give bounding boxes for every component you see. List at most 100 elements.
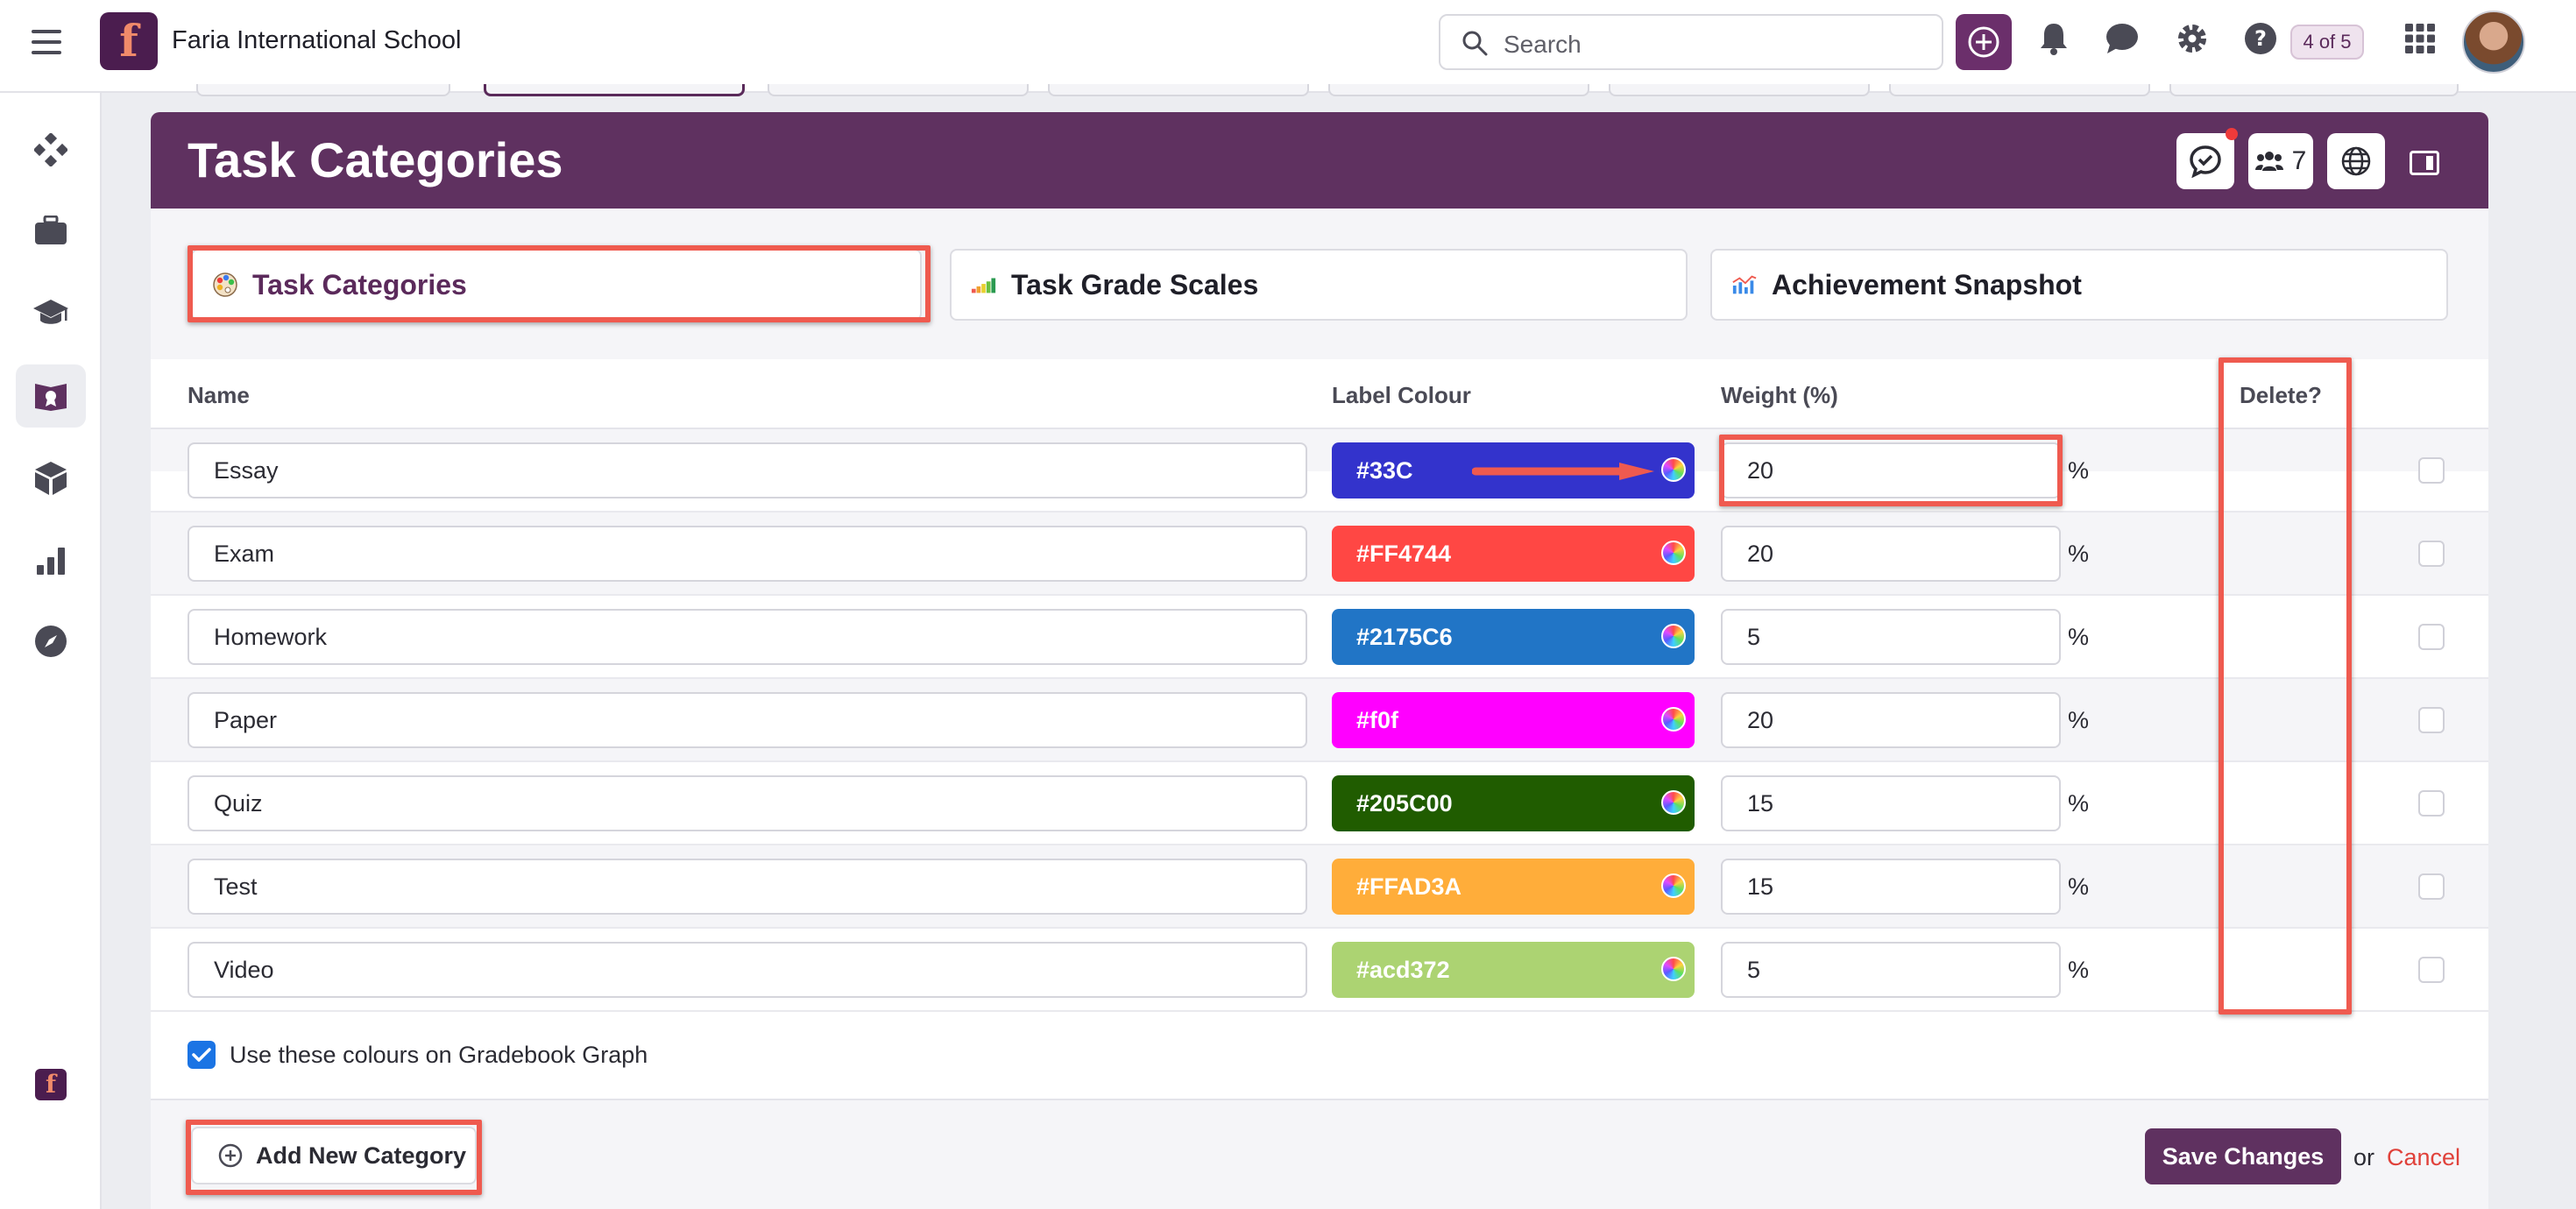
sidebar-item-portfolio[interactable] — [16, 199, 86, 262]
apps-grid-icon[interactable] — [2401, 19, 2439, 58]
people-icon — [2254, 152, 2283, 171]
tab-label: Task Categories — [252, 268, 467, 300]
save-changes-button[interactable]: Save Changes — [2145, 1128, 2341, 1184]
colour-wheel-icon[interactable] — [1661, 541, 1686, 565]
colour-wheel-icon[interactable] — [1661, 790, 1686, 815]
members-button[interactable]: 7 — [2248, 133, 2313, 189]
delete-checkbox[interactable] — [2418, 790, 2445, 817]
bell-icon[interactable] — [2035, 19, 2073, 58]
search-input[interactable]: Search — [1439, 14, 1943, 70]
table-row: Video #acd372 5 % — [151, 929, 2488, 1012]
tab-achievement-snapshot[interactable]: Achievement Snapshot — [1710, 249, 2448, 321]
language-button[interactable] — [2327, 133, 2385, 189]
table-row: Exam #FF4744 20 % — [151, 513, 2488, 596]
weight-input[interactable]: 15 — [1721, 775, 2061, 831]
table-row: Essay #33C 20 % — [151, 429, 2488, 513]
label-colour-picker[interactable]: #acd372 — [1332, 942, 1695, 998]
add-icon — [1968, 26, 1999, 58]
sidebar-item-reports[interactable] — [16, 529, 86, 592]
ghost-tab — [1609, 84, 1870, 96]
delete-checkbox[interactable] — [2418, 541, 2445, 567]
category-name-input[interactable]: Homework — [188, 609, 1307, 665]
column-header-label-colour: Label Colour — [1332, 382, 1471, 408]
sidebar-item-dashboard[interactable] — [16, 118, 86, 181]
panel-toggle-icon[interactable] — [2410, 151, 2439, 175]
cube-icon — [35, 462, 67, 495]
delete-checkbox[interactable] — [2418, 457, 2445, 484]
palette-icon — [212, 272, 238, 298]
percent-unit: % — [2068, 707, 2090, 733]
sidebar-item-gradebook[interactable] — [16, 364, 86, 428]
category-name-input[interactable]: Quiz — [188, 775, 1307, 831]
scale-chart-icon — [971, 272, 997, 298]
chat-icon[interactable] — [2103, 19, 2141, 58]
sidebar-item-explore[interactable] — [16, 610, 86, 673]
weight-input[interactable]: 5 — [1721, 609, 2061, 665]
gradebook-colours-checkbox[interactable] — [188, 1041, 216, 1069]
label-colour-picker[interactable]: #205C00 — [1332, 775, 1695, 831]
briefcase-icon — [35, 216, 67, 244]
delete-checkbox[interactable] — [2418, 707, 2445, 733]
ghost-tab — [768, 84, 1029, 96]
label-colour-picker[interactable]: #f0f — [1332, 692, 1695, 748]
faria-logo[interactable]: f — [35, 1069, 67, 1100]
graduation-cap-icon — [33, 300, 68, 324]
colour-wheel-icon[interactable] — [1661, 707, 1686, 732]
delete-checkbox[interactable] — [2418, 873, 2445, 900]
members-count: 7 — [2291, 146, 2307, 175]
colour-wheel-icon[interactable] — [1661, 957, 1686, 981]
percent-unit: % — [2068, 957, 2090, 983]
checkmark-icon — [192, 1048, 211, 1062]
snapshot-chart-icon — [1731, 272, 1758, 298]
gradebook-colours-option[interactable]: Use these colours on Gradebook Graph — [188, 1041, 648, 1069]
colour-wheel-icon[interactable] — [1661, 457, 1686, 482]
chat-bubble-icon — [2190, 145, 2221, 178]
gradebook-colours-label: Use these colours on Gradebook Graph — [230, 1041, 648, 1068]
weight-input[interactable]: 20 — [1721, 692, 2061, 748]
percent-unit: % — [2068, 790, 2090, 817]
percent-unit: % — [2068, 873, 2090, 900]
category-name-input[interactable]: Essay — [188, 442, 1307, 498]
sidebar-item-units[interactable] — [16, 447, 86, 510]
label-colour-picker[interactable]: #FFAD3A — [1332, 859, 1695, 915]
tab-task-grade-scales[interactable]: Task Grade Scales — [950, 249, 1688, 321]
label-colour-picker[interactable]: #2175C6 — [1332, 609, 1695, 665]
category-name-input[interactable]: Video — [188, 942, 1307, 998]
percent-unit: % — [2068, 624, 2090, 650]
user-avatar[interactable] — [2462, 11, 2525, 74]
delete-checkbox[interactable] — [2418, 957, 2445, 983]
category-name-input[interactable]: Exam — [188, 526, 1307, 582]
category-name-input[interactable]: Test — [188, 859, 1307, 915]
task-categories-panel: Task Categories 7 — [151, 112, 2488, 1209]
tab-task-categories[interactable]: Task Categories — [191, 249, 922, 321]
table-row: Quiz #205C00 15 % — [151, 762, 2488, 845]
notification-dot — [2226, 128, 2238, 140]
help-icon[interactable]: ? — [2241, 19, 2280, 58]
add-new-category-button[interactable]: Add New Category — [191, 1127, 477, 1184]
table-row: Paper #f0f 20 % — [151, 679, 2488, 762]
add-button[interactable] — [1956, 14, 2012, 70]
annotation-arrow — [1472, 463, 1654, 480]
gear-icon[interactable] — [2173, 19, 2212, 58]
category-name-input[interactable]: Paper — [188, 692, 1307, 748]
weight-input[interactable]: 15 — [1721, 859, 2061, 915]
globe-icon — [2341, 146, 2371, 176]
weight-input[interactable]: 5 — [1721, 942, 2061, 998]
ghost-tab — [196, 84, 450, 96]
discussion-button[interactable] — [2176, 128, 2238, 189]
label-colour-picker[interactable]: #FF4744 — [1332, 526, 1695, 582]
menu-icon[interactable] — [32, 30, 61, 54]
delete-checkbox[interactable] — [2418, 624, 2445, 650]
colour-wheel-icon[interactable] — [1661, 873, 1686, 898]
sidebar-item-classes[interactable] — [16, 282, 86, 345]
school-logo[interactable]: f — [100, 12, 158, 70]
page-count-badge[interactable]: 4 of 5 — [2290, 25, 2364, 60]
percent-unit: % — [2068, 457, 2090, 484]
weight-input[interactable]: 20 — [1721, 526, 2061, 582]
search-icon — [1462, 31, 1488, 56]
cancel-link[interactable]: Cancel — [2387, 1144, 2461, 1170]
gradebook-icon — [35, 384, 67, 411]
colour-wheel-icon[interactable] — [1661, 624, 1686, 648]
weight-input[interactable]: 20 — [1721, 442, 2061, 498]
search-placeholder: Search — [1504, 31, 1582, 58]
